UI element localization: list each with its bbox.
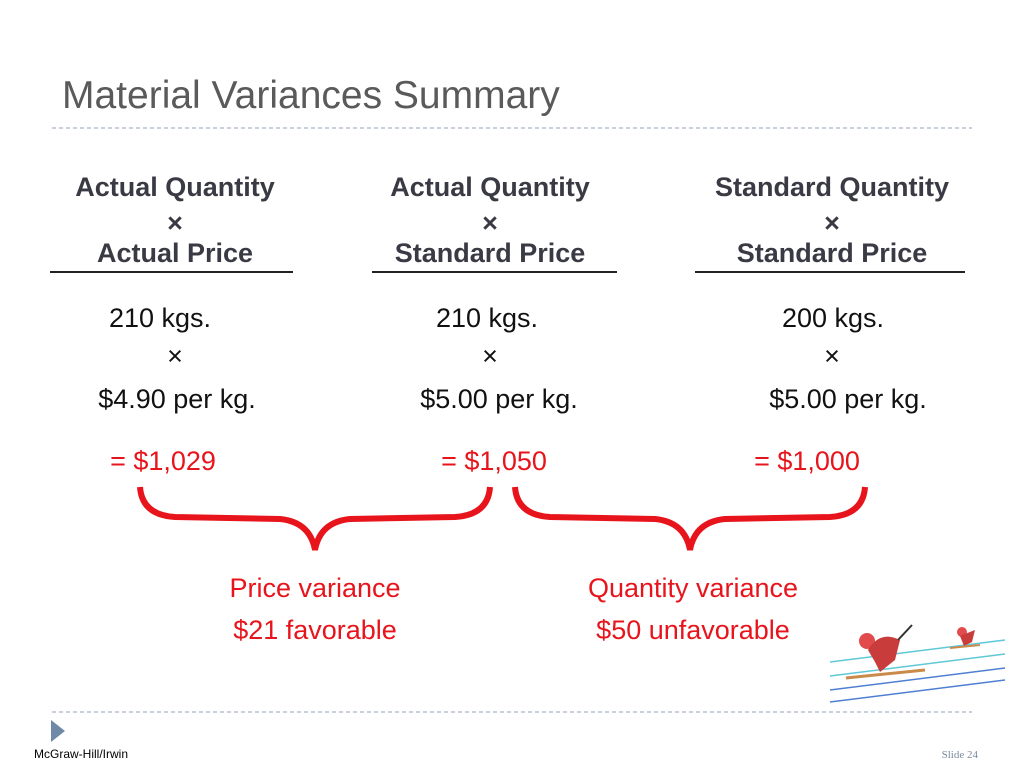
operator: × xyxy=(167,341,183,371)
slide-title: Material Variances Summary xyxy=(62,74,560,117)
slide-number: Slide 24 xyxy=(941,749,978,761)
variance-label: Price variance xyxy=(229,573,401,603)
price: $5.00 per kg. xyxy=(769,384,927,414)
underline xyxy=(50,271,293,273)
total: = $1,000 xyxy=(754,446,860,476)
total: = $1,029 xyxy=(110,446,216,476)
quantity: 200 kgs. xyxy=(781,303,885,333)
operator: × xyxy=(482,208,498,238)
operator: × xyxy=(482,341,498,371)
operator: × xyxy=(167,208,183,238)
variance-amount: $21 favorable xyxy=(233,615,397,645)
publisher: McGraw-Hill/Irwin xyxy=(34,747,128,761)
price: $4.90 per kg. xyxy=(98,384,256,414)
column-subheading: Standard Price xyxy=(736,238,928,268)
brace xyxy=(137,486,493,551)
skier-illustration xyxy=(829,624,1006,703)
column-subheading: Standard Price xyxy=(394,238,586,268)
column-heading: Actual Quantity xyxy=(75,172,275,202)
operator: × xyxy=(824,341,840,371)
column-heading: Standard Quantity xyxy=(714,172,950,202)
underline xyxy=(695,271,965,273)
variance-label: Quantity variance xyxy=(587,573,799,603)
price: $5.00 per kg. xyxy=(420,384,578,414)
total: = $1,050 xyxy=(441,446,547,476)
column-heading: Actual Quantity xyxy=(390,172,590,202)
quantity: 210 kgs. xyxy=(435,303,539,333)
quantity: 210 kgs. xyxy=(108,303,212,333)
column-subheading: Actual Price xyxy=(96,238,254,268)
brace xyxy=(512,486,868,551)
variance-amount: $50 unfavorable xyxy=(596,615,790,645)
footer-arrow xyxy=(51,720,65,742)
underline xyxy=(372,271,617,273)
operator: × xyxy=(824,208,840,238)
